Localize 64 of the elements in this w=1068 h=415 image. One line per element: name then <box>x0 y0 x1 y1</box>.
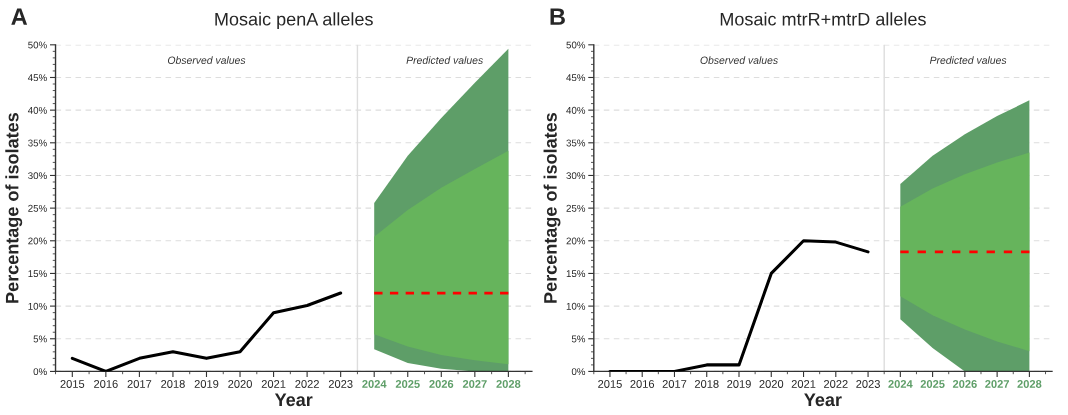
x-tick-label: 2020 <box>228 380 252 388</box>
y-tick-label: 40% <box>27 106 47 114</box>
y-tick-label: 25% <box>28 204 47 212</box>
y-tick-label: 0% <box>571 368 586 376</box>
x-tick-label: 2026 <box>952 380 977 388</box>
annotation: Predicted values <box>929 56 1007 64</box>
y-tick-label: 0% <box>33 368 47 376</box>
annotation: Predicted values <box>406 56 483 64</box>
x-tick-label: 2023 <box>856 380 880 388</box>
x-tick-label: 2015 <box>598 380 622 388</box>
y-tick-label: 10% <box>28 302 47 310</box>
x-tick-label: 2024 <box>888 380 913 388</box>
x-tick-label: 2019 <box>194 380 219 388</box>
y-tick-label: 15% <box>28 270 47 278</box>
x-axis-title: Year <box>274 393 313 407</box>
y-tick-label: 30% <box>566 172 586 180</box>
x-tick-label: 2016 <box>94 380 118 388</box>
x-tick-label: 2026 <box>429 380 454 388</box>
y-tick-label: 35% <box>566 139 586 147</box>
x-tick-label: 2027 <box>462 380 487 388</box>
y-tick-label: 50% <box>28 41 47 49</box>
x-tick-label: 2025 <box>395 380 420 388</box>
line-series <box>608 239 870 372</box>
x-tick-label: 2022 <box>824 380 848 388</box>
x-axis-title: Year <box>804 393 842 407</box>
line-series <box>70 291 343 372</box>
x-tick-label: 2017 <box>127 380 152 388</box>
y-tick-label: 5% <box>33 335 47 343</box>
y-tick-label: 30% <box>28 172 47 180</box>
x-tick-label: 2023 <box>328 380 353 388</box>
y-tick-label: 40% <box>566 106 586 114</box>
y-tick-label: 20% <box>566 237 586 245</box>
x-tick-label: 2028 <box>496 380 521 388</box>
y-tick-label: 45% <box>566 74 586 82</box>
x-tick-label: 2018 <box>161 380 185 388</box>
x-tick-label: 2024 <box>362 380 387 388</box>
y-tick-label: 10% <box>566 302 586 310</box>
y-tick-label: 35% <box>28 139 47 147</box>
x-tick-label: 2021 <box>261 380 286 388</box>
text: A <box>11 8 28 25</box>
y-tick-label: 25% <box>566 204 586 212</box>
annotation: Observed values <box>700 56 778 64</box>
y-tick-label: 5% <box>571 335 586 343</box>
y-tick-label: 15% <box>566 270 586 278</box>
x-tick-label: 2018 <box>694 380 719 388</box>
x-tick-label: 2027 <box>985 380 1009 388</box>
text: B <box>550 8 565 25</box>
y-tick-label: 20% <box>28 237 47 245</box>
x-tick-label: 2019 <box>727 380 751 388</box>
x-tick-label: 2028 <box>1017 380 1042 388</box>
annotation: Observed values <box>167 56 246 64</box>
x-tick-label: 2015 <box>60 380 85 388</box>
x-tick-label: 2021 <box>791 380 816 388</box>
x-tick-label: 2017 <box>662 380 687 388</box>
x-tick-label: 2025 <box>920 380 945 388</box>
x-tick-label: 2020 <box>759 380 784 388</box>
y-tick-label: 45% <box>27 74 47 82</box>
y-axis-title: Percentage of isolates <box>543 113 561 303</box>
y-tick-label: 50% <box>566 41 586 49</box>
x-tick-label: 2016 <box>630 380 655 388</box>
x-tick-label: 2022 <box>295 380 319 388</box>
chart-title: Mosaic mtrR+mtrD alleles <box>720 12 926 26</box>
chart-title: Mosaic penA alleles <box>215 12 373 30</box>
y-axis-title: Percentage of isolates <box>5 113 23 303</box>
